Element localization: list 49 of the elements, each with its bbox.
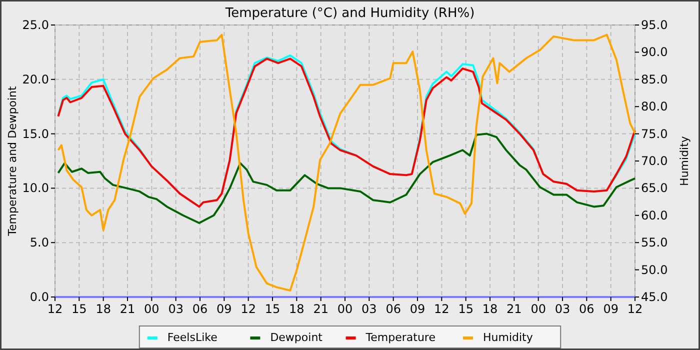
x-tick-label: 12 xyxy=(240,302,256,316)
y2-tick-label: 70.0 xyxy=(641,154,668,168)
y2-tick-label: 45.0 xyxy=(641,290,668,304)
y2-tick-label: 90.0 xyxy=(641,45,668,60)
x-tick-label: 12 xyxy=(47,302,63,316)
x-tick-label: 15 xyxy=(264,302,280,316)
x-tick-label: 00 xyxy=(144,302,160,316)
y-tick-label: 10.0 xyxy=(22,181,49,196)
x-tick-label: 21 xyxy=(120,302,136,316)
legend-label: Dewpoint xyxy=(270,331,324,344)
x-tick-label: 03 xyxy=(362,302,377,316)
y2-tick-label: 95.0 xyxy=(641,18,668,32)
y-tick-label: 15.0 xyxy=(22,126,49,141)
y-tick-label: 0.0 xyxy=(30,290,49,304)
legend-label: Temperature xyxy=(364,331,436,344)
y-tick-label: 5.0 xyxy=(30,236,49,250)
x-tick-label: 03 xyxy=(168,302,184,316)
y2-tick-label: 85.0 xyxy=(641,72,668,86)
x-tick-label: 09 xyxy=(410,302,426,316)
y-axis-title: Temperature and Dewpoint xyxy=(6,85,19,237)
x-tick-label: 09 xyxy=(216,302,232,316)
y-tick-label: 25.0 xyxy=(22,18,49,32)
x-tick-label: 21 xyxy=(506,302,522,316)
x-tick-label: 09 xyxy=(603,302,618,316)
y2-tick-label: 55.0 xyxy=(641,236,668,250)
legend-label: FeelsLike xyxy=(167,331,218,344)
y2-axis-title: Humidity xyxy=(678,136,691,186)
x-tick-label: 12 xyxy=(627,302,643,316)
y2-tick-label: 65.0 xyxy=(641,181,668,196)
y2-tick-label: 75.0 xyxy=(641,126,668,141)
y2-tick-label: 80.0 xyxy=(641,100,668,114)
x-tick-label: 18 xyxy=(482,302,498,316)
x-tick-label: 21 xyxy=(313,302,328,316)
x-tick-label: 12 xyxy=(434,302,450,316)
y2-tick-label: 60.0 xyxy=(641,208,668,222)
y2-tick-label: 50.0 xyxy=(641,262,668,277)
x-tick-label: 15 xyxy=(458,302,474,316)
chart-title: Temperature (°C) and Humidity (RH%) xyxy=(224,6,475,21)
x-tick-label: 15 xyxy=(72,302,87,316)
x-tick-label: 06 xyxy=(579,302,594,316)
x-tick-label: 03 xyxy=(554,302,570,316)
x-tick-label: 18 xyxy=(289,302,304,316)
x-tick-label: 06 xyxy=(386,302,401,316)
x-tick-label: 00 xyxy=(337,302,353,316)
x-tick-label: 18 xyxy=(96,302,111,316)
x-tick-label: 06 xyxy=(192,302,208,316)
legend-label: Humidity xyxy=(483,331,534,344)
y-tick-label: 20.0 xyxy=(22,72,49,86)
x-tick-label: 00 xyxy=(530,302,546,316)
